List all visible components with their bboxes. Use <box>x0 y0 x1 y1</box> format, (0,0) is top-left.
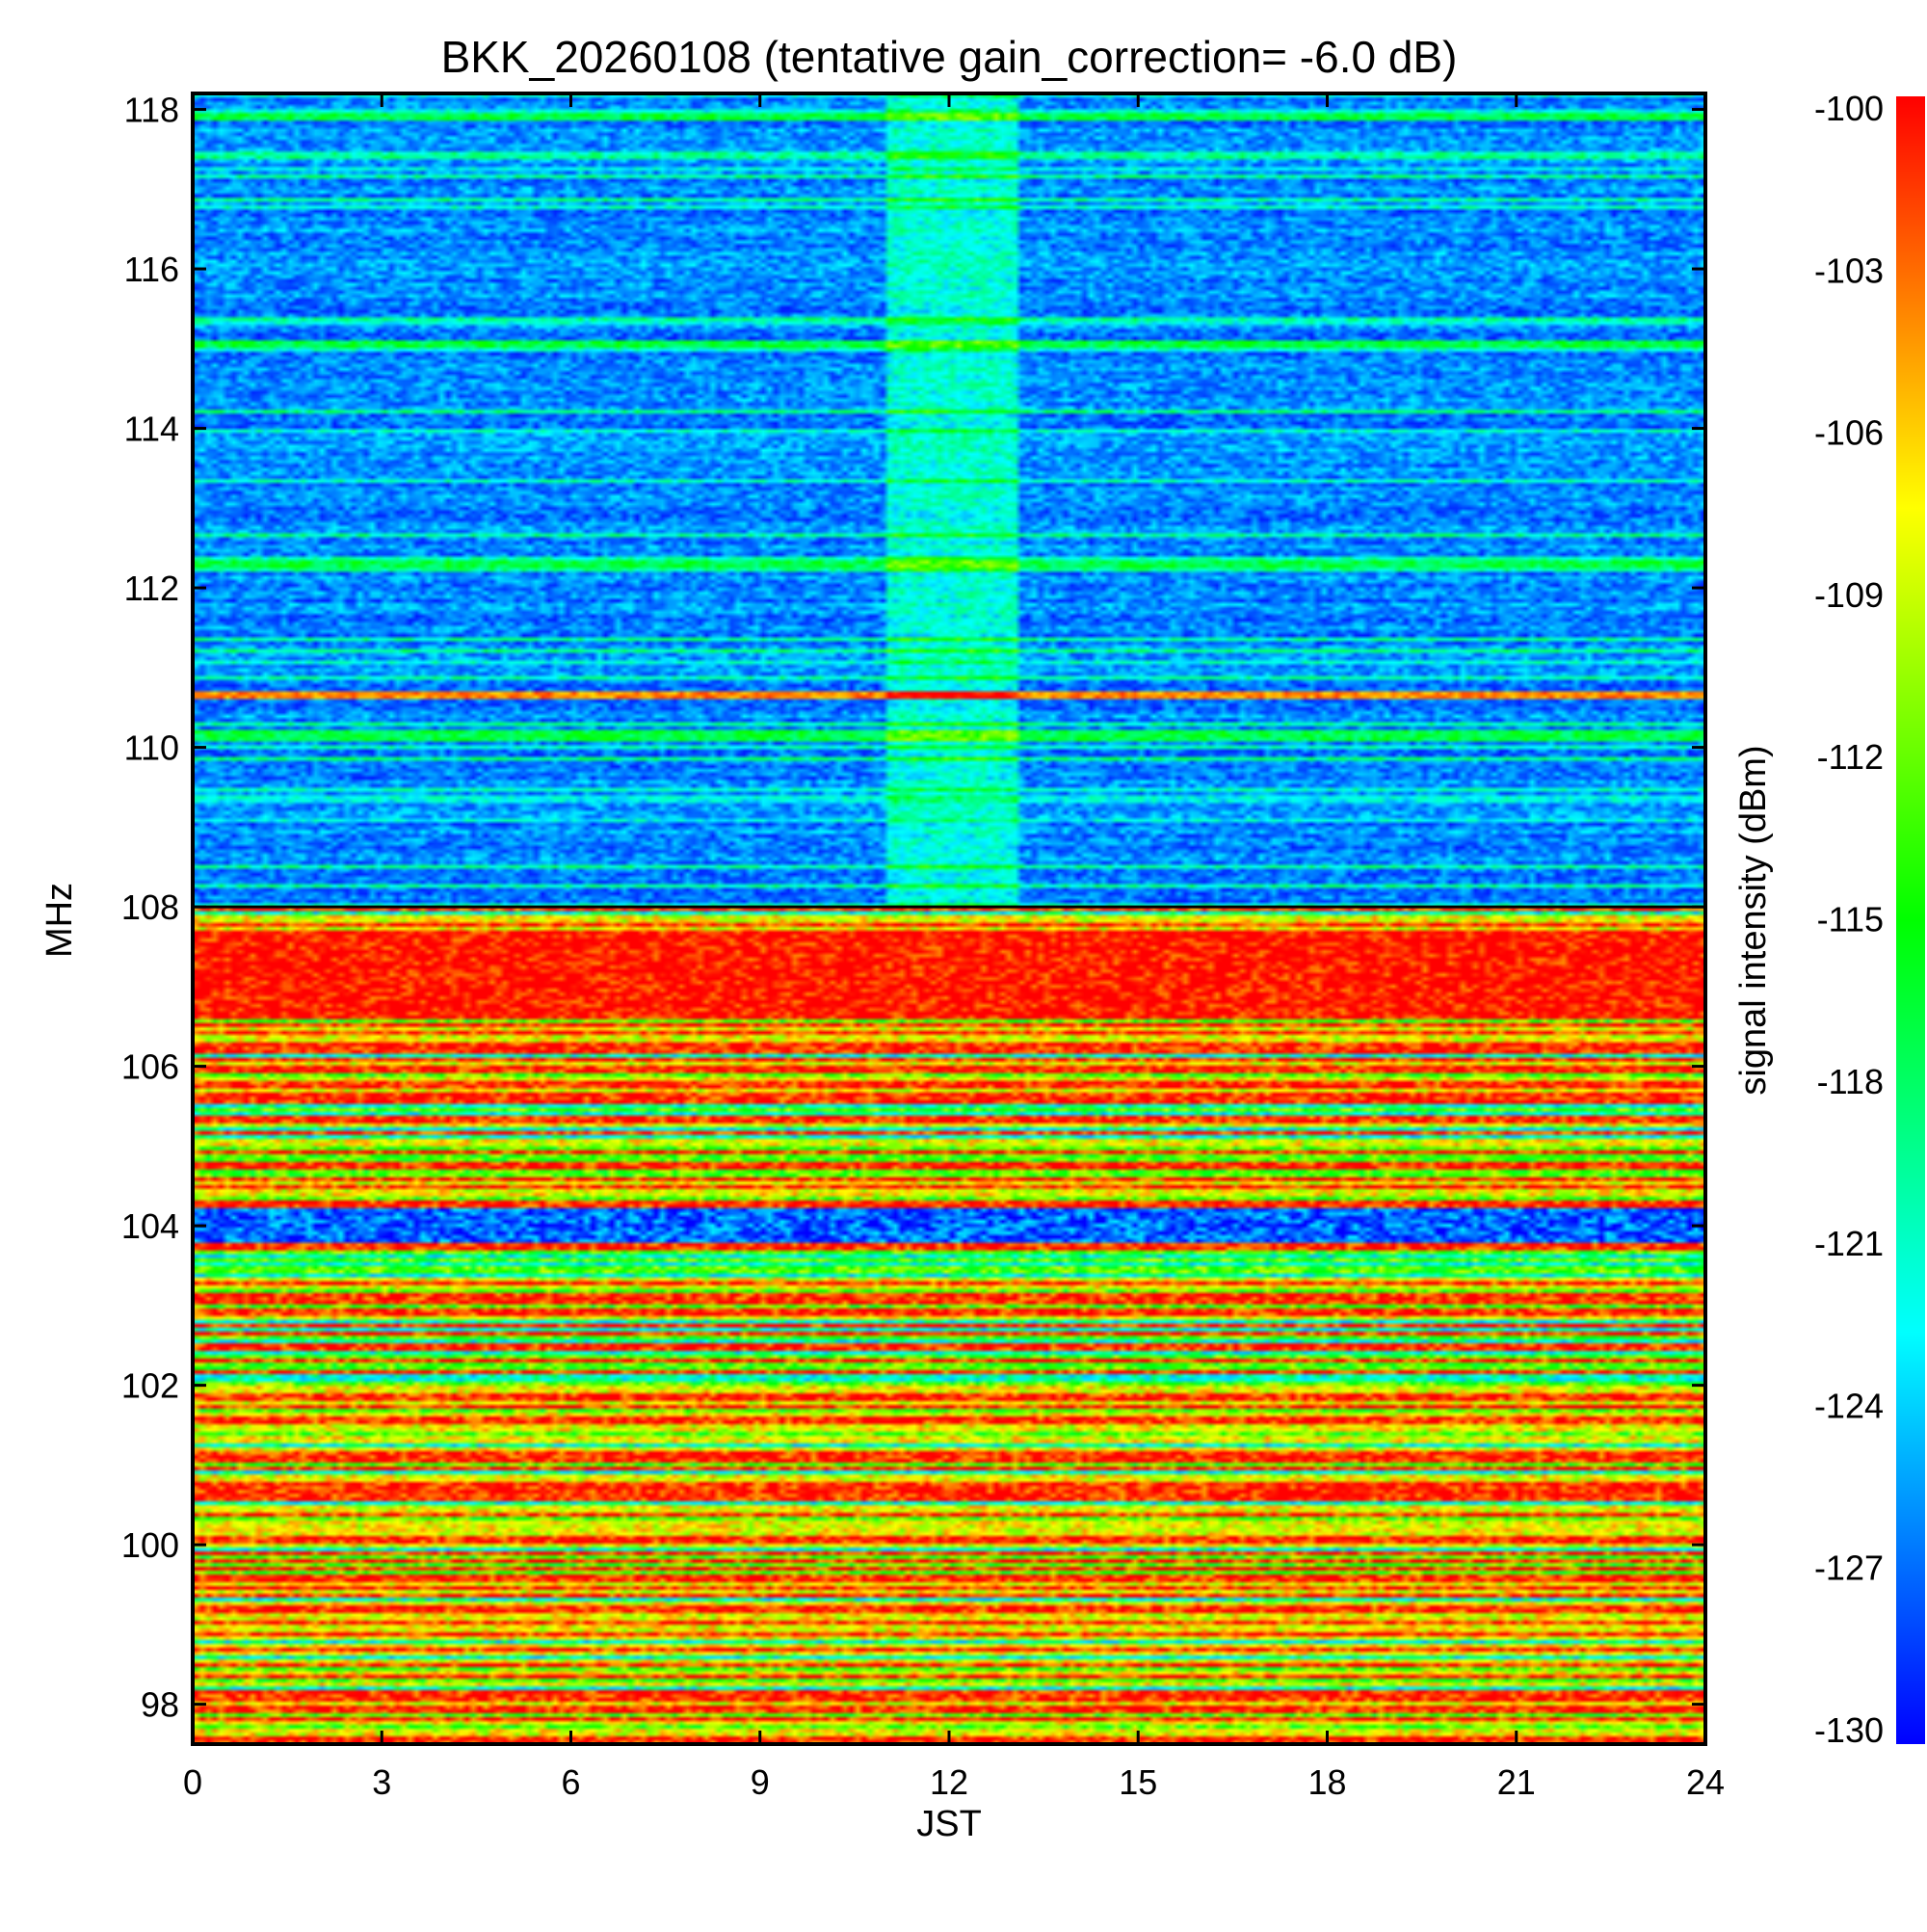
x-tick-label: 18 <box>1307 1762 1346 1802</box>
colorbar-tick-label: -127 <box>1814 1548 1884 1588</box>
y-tick-label: 100 <box>121 1525 179 1565</box>
x-tick-label: 6 <box>561 1762 580 1802</box>
y-tick-label: 102 <box>121 1366 179 1406</box>
y-axis-label: MHz <box>40 883 80 958</box>
y-tick-label: 112 <box>124 569 179 608</box>
x-tick-label: 15 <box>1119 1762 1157 1802</box>
x-tick-label: 12 <box>930 1762 968 1802</box>
colorbar-label: signal intensity (dBm) <box>1733 745 1774 1095</box>
y-tick-label: 108 <box>121 887 179 927</box>
y-tick-label: 116 <box>124 250 179 289</box>
heatmap-area <box>193 93 1705 1744</box>
colorbar-tick-label: -106 <box>1814 413 1884 453</box>
y-axis-ticks: 98 100 102 104 106 108 110 112 114 116 118 <box>121 91 1705 1725</box>
colorbar-tick-label: -109 <box>1814 575 1884 615</box>
y-tick-label: 104 <box>121 1206 179 1246</box>
colorbar-tick-label: -112 <box>1817 737 1884 777</box>
x-tick-label: 24 <box>1686 1762 1725 1802</box>
y-tick-label: 118 <box>124 91 179 130</box>
chart-title: BKK_20260108 (tentative gain_correction=… <box>441 32 1458 82</box>
x-axis-label: JST <box>916 1804 982 1844</box>
x-tick-label: 9 <box>751 1762 770 1802</box>
colorbar-tick-label: -121 <box>1814 1224 1884 1263</box>
y-tick-label: 110 <box>124 728 179 768</box>
y-tick-label: 98 <box>141 1685 179 1725</box>
colorbar-tick-label: -103 <box>1814 251 1884 290</box>
x-axis-ticks: 0 3 6 9 12 15 18 21 24 <box>183 93 1725 1802</box>
x-tick-label: 0 <box>183 1762 202 1802</box>
heatmap-image <box>193 93 1705 1744</box>
y-tick-label: 106 <box>121 1047 179 1087</box>
colorbar-tick-label: -130 <box>1814 1710 1884 1750</box>
x-tick-label: 3 <box>372 1762 391 1802</box>
colorbar-tick-label: -124 <box>1814 1386 1884 1425</box>
colorbar <box>1896 96 1925 1744</box>
colorbar-tick-label: -115 <box>1817 900 1884 940</box>
x-tick-label: 21 <box>1497 1762 1536 1802</box>
colorbar-tick-label: -100 <box>1814 89 1884 128</box>
colorbar-ticks: -100 -103 -106 -109 -112 -115 -118 -121 -124 -127… <box>1814 89 1884 1750</box>
colorbar-tick-label: -118 <box>1817 1062 1884 1101</box>
y-tick-label: 114 <box>124 410 179 449</box>
